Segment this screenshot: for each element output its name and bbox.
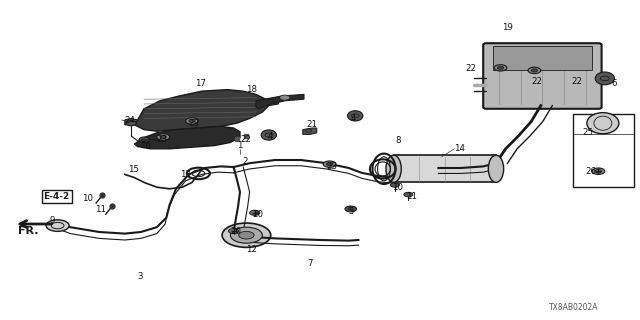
Text: 8: 8: [396, 136, 401, 145]
Ellipse shape: [587, 113, 619, 134]
Text: 22: 22: [466, 64, 477, 73]
Ellipse shape: [595, 72, 614, 85]
Text: 22: 22: [531, 77, 542, 86]
Ellipse shape: [348, 111, 363, 121]
Text: 21: 21: [306, 120, 317, 129]
Text: 20: 20: [253, 210, 264, 219]
Circle shape: [186, 118, 198, 124]
Circle shape: [250, 210, 260, 215]
Text: 12: 12: [246, 245, 257, 254]
Text: 6: 6: [611, 79, 617, 88]
Text: 20: 20: [230, 228, 241, 236]
Text: 18: 18: [246, 85, 257, 94]
Text: 17: 17: [195, 79, 206, 88]
Text: E-4-2: E-4-2: [44, 192, 70, 201]
Text: 15: 15: [128, 165, 139, 174]
Text: 4: 4: [351, 114, 356, 123]
Circle shape: [189, 119, 195, 123]
Circle shape: [46, 220, 69, 231]
Circle shape: [228, 228, 239, 234]
Polygon shape: [266, 98, 278, 106]
Text: 2: 2: [242, 157, 248, 166]
Text: 24: 24: [125, 116, 136, 124]
Text: 1: 1: [237, 141, 243, 150]
Text: 19: 19: [502, 23, 513, 32]
FancyBboxPatch shape: [483, 43, 602, 109]
Text: 22: 22: [240, 135, 251, 144]
Polygon shape: [125, 118, 138, 125]
Circle shape: [404, 192, 413, 197]
Circle shape: [141, 139, 147, 141]
Text: 13: 13: [180, 170, 191, 179]
Text: 9: 9: [49, 216, 54, 225]
Bar: [394, 155, 496, 182]
Text: 26: 26: [586, 167, 596, 176]
Circle shape: [531, 69, 538, 72]
Text: 23: 23: [157, 135, 168, 144]
Circle shape: [230, 227, 262, 243]
Circle shape: [592, 168, 605, 174]
Circle shape: [326, 163, 333, 166]
Text: 23: 23: [189, 119, 200, 128]
Text: 14: 14: [454, 144, 465, 153]
Bar: [573, 114, 634, 187]
Text: 7: 7: [307, 260, 313, 268]
Text: 4: 4: [268, 132, 273, 140]
Text: 22: 22: [571, 77, 582, 86]
Text: FR.: FR.: [18, 226, 38, 236]
Polygon shape: [134, 90, 269, 131]
Text: 23: 23: [326, 162, 337, 171]
Circle shape: [222, 223, 271, 247]
Text: 10: 10: [392, 183, 403, 192]
Polygon shape: [134, 126, 240, 149]
Circle shape: [160, 135, 166, 139]
Text: 10: 10: [82, 194, 93, 203]
Ellipse shape: [488, 155, 504, 182]
Circle shape: [494, 65, 507, 71]
Circle shape: [323, 161, 336, 167]
Text: 3: 3: [138, 272, 143, 281]
Bar: [493, 46, 592, 70]
Circle shape: [139, 138, 149, 143]
Circle shape: [126, 121, 136, 126]
Circle shape: [140, 137, 148, 141]
Circle shape: [157, 134, 170, 140]
Text: 25: 25: [582, 128, 593, 137]
Circle shape: [345, 206, 356, 212]
Text: 11: 11: [406, 192, 417, 201]
Circle shape: [239, 231, 254, 239]
Circle shape: [528, 67, 541, 74]
Ellipse shape: [261, 130, 276, 140]
Text: 11: 11: [95, 205, 106, 214]
Text: 16: 16: [140, 141, 150, 150]
Circle shape: [280, 95, 290, 100]
Polygon shape: [256, 94, 304, 109]
Polygon shape: [303, 128, 317, 134]
Text: TX8AB0202A: TX8AB0202A: [549, 303, 598, 312]
Circle shape: [390, 183, 399, 187]
Ellipse shape: [386, 155, 401, 182]
Circle shape: [497, 66, 504, 69]
Text: 5: 5: [349, 207, 355, 216]
